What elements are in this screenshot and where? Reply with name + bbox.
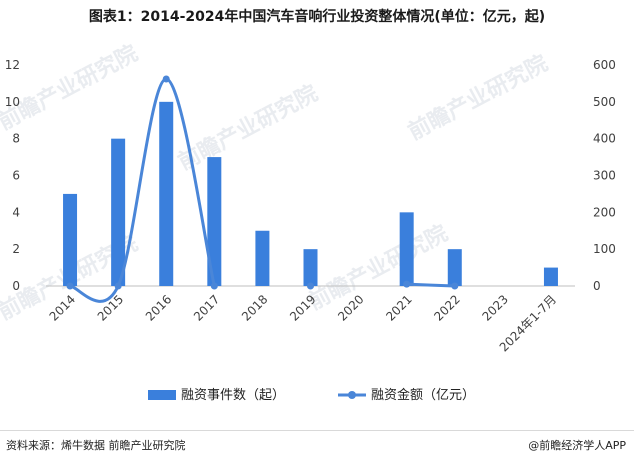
bar-2018	[255, 230, 270, 286]
y-left-tick-label: 12	[5, 58, 20, 72]
y-right-tick-label: 500	[593, 95, 616, 109]
amount-point-2017	[210, 282, 218, 290]
amount-point-2021	[403, 280, 411, 288]
bar-2019	[303, 249, 318, 286]
y-right-tick-label: 100	[593, 242, 616, 256]
amount-point-2019	[307, 282, 314, 290]
source-note: 资料来源：烯牛数据 前瞻产业研究院	[6, 439, 186, 452]
y-right-tick-label: 600	[593, 58, 616, 72]
bar-2017	[207, 157, 222, 286]
y-right-tick-label: 0	[593, 279, 601, 293]
x-tick-label: 2018	[239, 292, 270, 323]
y-right-tick-label: 200	[593, 205, 616, 219]
y-left-tick-label: 0	[12, 279, 20, 293]
x-tick-label: 2019	[287, 292, 318, 323]
y-right-tick-label: 300	[593, 169, 616, 183]
x-tick-label: 2017	[191, 292, 222, 323]
y-left-tick-label: 4	[12, 205, 20, 219]
amount-line-segment-2	[406, 282, 455, 288]
x-tick-label: 2014	[47, 292, 78, 323]
legend-label-line: 融资金额（亿元）	[371, 387, 475, 403]
x-tick-label: 2022	[431, 292, 462, 323]
credit-note: @前瞻经济学人APP	[528, 439, 626, 452]
chart-title: 图表1：2014-2024年中国汽车音响行业投资整体情况(单位：亿元，起)	[88, 9, 546, 25]
amount-point-2022	[451, 282, 459, 290]
bar-2016	[159, 101, 174, 286]
legend-marker-line	[348, 391, 356, 399]
footer-divider	[0, 430, 634, 431]
bar-2022	[447, 249, 462, 286]
bar-2014	[63, 193, 78, 286]
x-tick-label: 2020	[335, 292, 366, 323]
amount-point-2016	[162, 75, 170, 83]
x-tick-label: 2021	[383, 292, 414, 323]
amount-point-2015	[114, 282, 122, 290]
x-tick-label: 2016	[143, 292, 174, 323]
legend-label-bar: 融资事件数（起）	[181, 388, 285, 403]
bar-2015	[111, 138, 126, 286]
legend-swatch-bar	[148, 390, 176, 400]
amount-line-segment-0	[69, 77, 216, 303]
x-tick-label: 2015	[95, 292, 126, 323]
y-left-tick-label: 8	[12, 132, 20, 146]
bar-2021	[399, 212, 414, 286]
y-right-tick-label: 400	[593, 132, 616, 146]
bar-2024年1-7月	[543, 267, 558, 286]
amount-point-2014	[66, 282, 74, 290]
y-left-tick-label: 2	[12, 242, 20, 256]
y-left-tick-label: 6	[12, 169, 20, 183]
y-left-tick-label: 10	[5, 95, 20, 109]
x-tick-label: 2023	[479, 292, 510, 323]
